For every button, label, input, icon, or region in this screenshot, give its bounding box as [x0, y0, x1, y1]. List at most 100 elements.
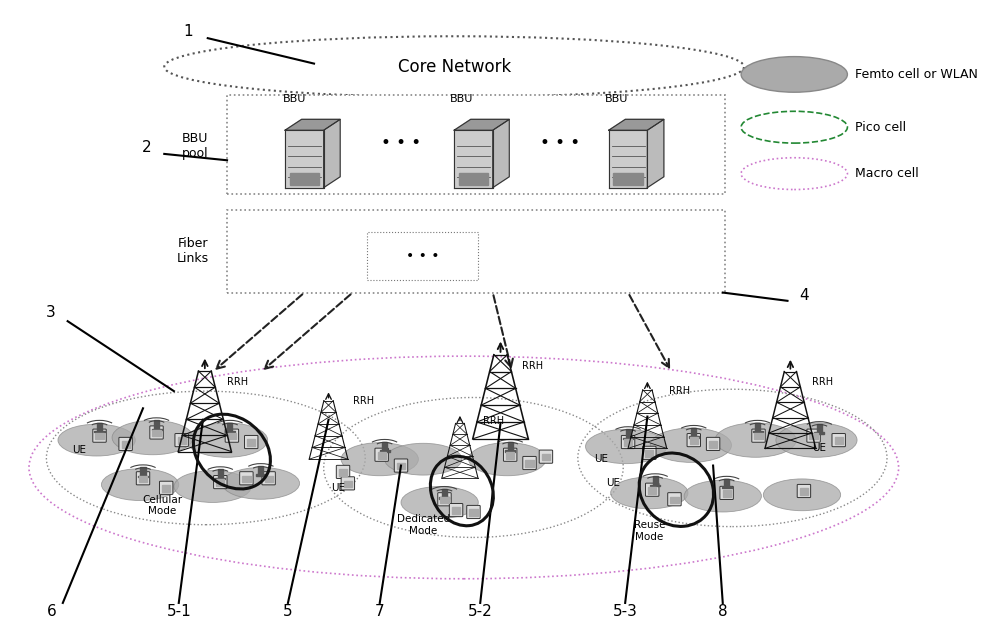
Text: RRH: RRH — [483, 416, 504, 426]
FancyBboxPatch shape — [367, 232, 478, 280]
Polygon shape — [506, 452, 514, 459]
Polygon shape — [97, 423, 102, 431]
FancyBboxPatch shape — [523, 457, 536, 469]
Polygon shape — [290, 172, 319, 184]
Text: RRH: RRH — [227, 377, 248, 387]
FancyBboxPatch shape — [687, 434, 700, 446]
Ellipse shape — [222, 467, 300, 499]
Ellipse shape — [112, 420, 193, 455]
Ellipse shape — [715, 423, 796, 457]
Polygon shape — [140, 467, 146, 476]
Ellipse shape — [684, 480, 761, 512]
Polygon shape — [650, 485, 660, 486]
Text: Fiber
Links: Fiber Links — [177, 237, 209, 265]
Ellipse shape — [469, 443, 546, 476]
Polygon shape — [339, 469, 347, 476]
Polygon shape — [94, 431, 105, 432]
Ellipse shape — [385, 443, 462, 475]
FancyBboxPatch shape — [467, 506, 480, 518]
Text: 7: 7 — [375, 604, 385, 619]
Polygon shape — [218, 469, 223, 478]
Text: 6: 6 — [47, 604, 57, 619]
Text: RRH: RRH — [353, 396, 374, 406]
FancyBboxPatch shape — [136, 472, 150, 485]
Text: Femto cell or WLAN: Femto cell or WLAN — [855, 68, 978, 81]
Polygon shape — [139, 476, 147, 482]
Polygon shape — [817, 424, 822, 432]
Ellipse shape — [650, 428, 731, 462]
Text: • • •: • • • — [406, 249, 440, 263]
Ellipse shape — [164, 36, 744, 97]
Polygon shape — [378, 452, 386, 459]
FancyBboxPatch shape — [262, 472, 275, 485]
Polygon shape — [624, 439, 632, 446]
Text: 8: 8 — [718, 604, 728, 619]
Polygon shape — [122, 441, 130, 448]
Polygon shape — [755, 423, 760, 431]
Text: UE: UE — [594, 454, 608, 464]
Text: UE: UE — [607, 478, 621, 488]
Polygon shape — [525, 460, 534, 467]
Polygon shape — [454, 120, 509, 130]
Ellipse shape — [101, 469, 179, 501]
Polygon shape — [648, 487, 656, 494]
Text: Reuse
Mode: Reuse Mode — [634, 520, 665, 542]
FancyBboxPatch shape — [175, 434, 188, 446]
Text: Core Network: Core Network — [398, 58, 511, 76]
FancyBboxPatch shape — [93, 429, 106, 442]
FancyBboxPatch shape — [240, 472, 253, 485]
FancyBboxPatch shape — [225, 429, 239, 442]
Polygon shape — [242, 476, 251, 482]
Text: Pico cell: Pico cell — [855, 121, 906, 134]
Polygon shape — [258, 466, 263, 474]
Polygon shape — [722, 487, 732, 488]
Polygon shape — [215, 478, 225, 479]
FancyBboxPatch shape — [214, 476, 227, 488]
Polygon shape — [723, 490, 731, 497]
Polygon shape — [835, 438, 843, 444]
Text: UE: UE — [72, 445, 86, 455]
Polygon shape — [609, 130, 647, 188]
Ellipse shape — [611, 477, 688, 509]
Polygon shape — [95, 433, 104, 439]
Polygon shape — [505, 450, 515, 452]
Polygon shape — [689, 436, 699, 438]
Polygon shape — [265, 476, 273, 482]
Text: Macro cell: Macro cell — [855, 167, 919, 180]
Polygon shape — [609, 120, 664, 130]
FancyBboxPatch shape — [227, 95, 725, 194]
Text: UE: UE — [331, 483, 345, 494]
Text: Dedicated
Mode: Dedicated Mode — [397, 514, 450, 536]
FancyBboxPatch shape — [449, 504, 463, 516]
Polygon shape — [626, 429, 631, 438]
Polygon shape — [493, 120, 509, 188]
Ellipse shape — [776, 423, 857, 457]
Polygon shape — [645, 450, 653, 457]
FancyBboxPatch shape — [706, 438, 720, 450]
Polygon shape — [285, 130, 324, 188]
Polygon shape — [809, 433, 818, 439]
FancyBboxPatch shape — [720, 487, 733, 499]
Text: 5-1: 5-1 — [166, 604, 191, 619]
Polygon shape — [623, 438, 633, 439]
Polygon shape — [256, 474, 266, 476]
Text: BBU: BBU — [283, 93, 306, 104]
Text: RRH: RRH — [669, 386, 690, 396]
Polygon shape — [442, 489, 447, 497]
FancyBboxPatch shape — [668, 493, 681, 506]
Polygon shape — [227, 423, 232, 431]
FancyBboxPatch shape — [119, 438, 132, 450]
Polygon shape — [670, 497, 679, 503]
FancyBboxPatch shape — [394, 459, 408, 472]
Ellipse shape — [174, 471, 251, 502]
Polygon shape — [647, 120, 664, 188]
Polygon shape — [285, 120, 340, 130]
Text: Cellular
Mode: Cellular Mode — [142, 495, 182, 516]
FancyBboxPatch shape — [341, 477, 355, 490]
FancyBboxPatch shape — [375, 448, 388, 461]
Polygon shape — [508, 442, 513, 450]
Text: RRH: RRH — [522, 361, 543, 371]
Text: RRH: RRH — [812, 377, 833, 387]
Polygon shape — [691, 428, 696, 436]
FancyBboxPatch shape — [832, 434, 845, 446]
